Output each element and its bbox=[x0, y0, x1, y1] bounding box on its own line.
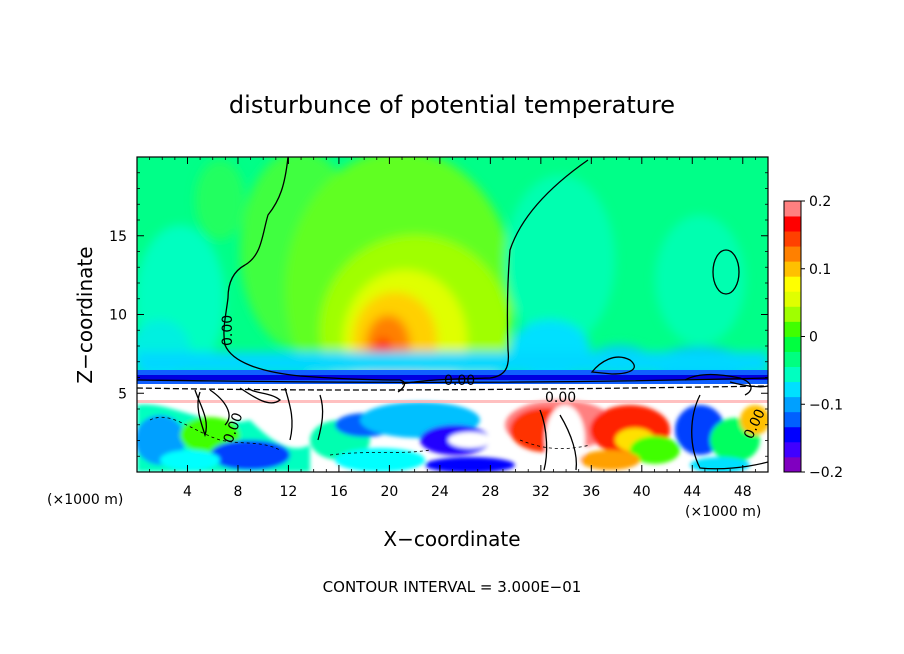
colorbar-swatch bbox=[784, 231, 801, 247]
colorbar-swatch bbox=[784, 201, 801, 217]
contour-label: 0.00 bbox=[444, 373, 475, 389]
y-tick-label: 10 bbox=[109, 308, 127, 324]
x-axis-label: X−coordinate bbox=[383, 527, 520, 551]
x-tick-label: 36 bbox=[582, 484, 600, 500]
x-unit-left: (×1000 m) bbox=[47, 492, 123, 508]
colorbar-tick-label: −0.2 bbox=[809, 465, 843, 481]
colorbar-swatch bbox=[784, 366, 801, 383]
colorbar-swatch bbox=[784, 456, 801, 473]
y-axis: 5 10 15 bbox=[109, 172, 768, 457]
x-tick-label: 24 bbox=[431, 484, 449, 500]
colorbar-swatch bbox=[784, 336, 801, 352]
x-tick-label: 20 bbox=[380, 484, 398, 500]
contour-label: 0.00 bbox=[220, 315, 236, 346]
colorbar-swatch bbox=[784, 261, 801, 277]
colorbar-swatch bbox=[784, 276, 801, 292]
colorbar-swatch bbox=[784, 411, 801, 428]
colorbar-swatch bbox=[784, 381, 801, 398]
x-tick-label: 8 bbox=[233, 484, 242, 500]
colorbar-swatch bbox=[784, 291, 801, 307]
colorbar-swatch bbox=[784, 441, 801, 458]
x-axis: 4 8 12 16 20 24 28 32 36 40 44 48 bbox=[149, 157, 756, 500]
x-tick-label: 12 bbox=[280, 484, 298, 500]
colorbar-swatch bbox=[784, 216, 801, 232]
x-tick-label: 48 bbox=[734, 484, 752, 500]
y-tick-label: 15 bbox=[109, 229, 127, 245]
x-tick-label: 28 bbox=[481, 484, 499, 500]
plot-area: 0.00 0.00 0.00 0.00 0.00 bbox=[137, 157, 768, 472]
colorbar-tick-label: 0.1 bbox=[809, 262, 831, 278]
colorbar-swatch bbox=[784, 321, 801, 337]
x-tick-label: 16 bbox=[330, 484, 348, 500]
contour-interval-footer: CONTOUR INTERVAL = 3.000E−01 bbox=[323, 578, 582, 596]
y-axis-label: Z−coordinate bbox=[73, 246, 97, 383]
colorbar-ticks: 0.2 0.1 0 −0.1 −0.2 bbox=[801, 194, 843, 481]
colorbar bbox=[783, 200, 802, 473]
colorbar-swatch bbox=[784, 351, 801, 368]
colorbar-swatch bbox=[784, 246, 801, 262]
y-tick-label: 5 bbox=[118, 386, 127, 402]
contour-lines bbox=[137, 157, 768, 471]
colorbar-tick-label: 0 bbox=[809, 330, 818, 346]
colorbar-swatch bbox=[784, 306, 801, 322]
colorbar-swatch bbox=[784, 396, 801, 413]
x-tick-label: 40 bbox=[633, 484, 651, 500]
x-tick-label: 32 bbox=[532, 484, 550, 500]
chart-title: disturbunce of potential temperature bbox=[229, 91, 675, 119]
x-unit-right: (×1000 m) bbox=[685, 504, 761, 520]
x-tick-label: 4 bbox=[183, 484, 192, 500]
colorbar-swatch bbox=[784, 426, 801, 443]
colorbar-tick-label: 0.2 bbox=[809, 194, 831, 210]
contour-label: 0.00 bbox=[545, 390, 576, 406]
colorbar-tick-label: −0.1 bbox=[809, 397, 843, 413]
x-tick-label: 44 bbox=[683, 484, 701, 500]
